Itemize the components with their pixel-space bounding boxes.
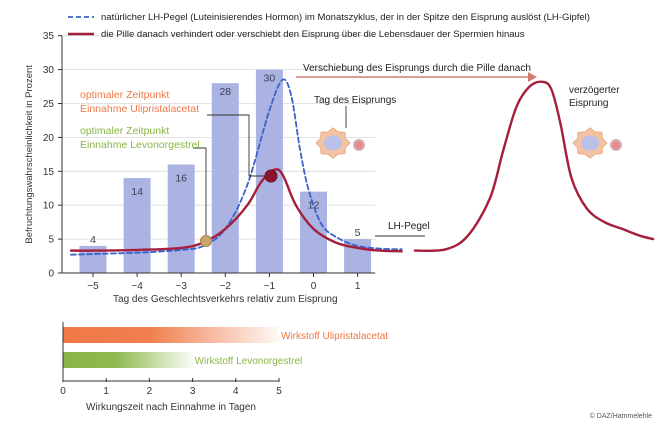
duration-x-tick-label: 0: [60, 386, 66, 397]
lh-level-label: LH-Pegel: [388, 221, 430, 232]
bar-value-label: 4: [90, 234, 96, 246]
x-tick-label: −1: [264, 281, 276, 292]
bar-value-label: 5: [355, 227, 361, 239]
x-tick-label: −2: [220, 281, 232, 292]
duration-x-tick-label: 1: [103, 386, 109, 397]
y-tick-label: 20: [43, 133, 55, 144]
x-axis-label: Tag des Geschlechtsverkehrs relativ zum …: [113, 294, 338, 305]
bar: [344, 239, 372, 273]
y-tick-label: 30: [43, 65, 55, 76]
y-axis-label: Befruchtungswahrscheinlichkeit in Prozen…: [24, 65, 35, 244]
ulipristal-marker: [264, 169, 278, 183]
bar: [167, 164, 195, 273]
lng-leader-line: [193, 147, 207, 235]
y-tick-label: 15: [43, 167, 55, 178]
levonorgestrel-marker: [200, 235, 212, 247]
duration-x-tick-label: 5: [276, 386, 282, 397]
delayed-ovulation-cell-illustration-core: [581, 135, 599, 151]
y-tick-label: 10: [43, 201, 55, 212]
shift-arrow-head: [528, 72, 537, 82]
upa-timing-label: optimaler Zeitpunkt: [80, 89, 169, 101]
bar-value-label: 30: [264, 73, 276, 85]
x-tick-label: −4: [131, 281, 143, 292]
x-tick-label: −3: [175, 281, 187, 292]
ovulation-cell-illustration-oocyte: [353, 139, 365, 151]
shift-annotation: Verschiebung des Eisprungs durch die Pil…: [303, 63, 531, 74]
duration-x-tick-label: 3: [190, 386, 196, 397]
delayed-ovulation-cell-illustration-oocyte: [610, 139, 622, 151]
lng-timing-label: Einnahme Levonorgestrel: [80, 139, 200, 151]
bar-value-label: 16: [175, 173, 187, 185]
bar: [123, 178, 151, 273]
bar-value-label: 14: [131, 186, 143, 198]
delayed-ovulation-label: Eisprung: [569, 98, 608, 109]
y-tick-label: 25: [43, 99, 55, 110]
duration-x-axis-label: Wirkungszeit nach Einnahme in Tagen: [86, 402, 256, 413]
upa-leader-line: [207, 114, 265, 177]
bar: [211, 83, 239, 273]
duration-bar: [63, 327, 279, 343]
upa-timing-label: Einnahme Ulipristalacetat: [80, 103, 199, 115]
delayed-ovulation-solid-line: [413, 80, 655, 253]
legend-entry: natürlicher LH-Pegel (Luteinisierendes H…: [101, 12, 590, 23]
lh-level-dashed-line: [70, 78, 403, 256]
duration-bar: [63, 352, 193, 368]
ovulation-day-label: Tag des Eisprungs: [314, 95, 396, 106]
y-tick-label: 0: [48, 269, 54, 280]
duration-x-tick-label: 2: [147, 386, 153, 397]
duration-bar-label: Wirkstoff Ulipristalacetat: [281, 331, 388, 342]
duration-bar-label: Wirkstoff Levonorgestrel: [195, 356, 303, 367]
y-tick-label: 5: [48, 235, 54, 246]
legend-entry: die Pille danach verhindert oder verschi…: [101, 29, 525, 40]
x-tick-label: −5: [87, 281, 99, 292]
ovulation-cell-illustration-core: [324, 135, 342, 151]
x-tick-label: 1: [355, 281, 361, 292]
x-tick-label: 0: [311, 281, 317, 292]
duration-x-tick-label: 4: [233, 386, 239, 397]
delayed-ovulation-label: verzögerter: [569, 85, 620, 96]
bar-value-label: 28: [219, 86, 231, 98]
credit-text: © DAZ/Hammelehle: [590, 412, 652, 420]
y-tick-label: 35: [43, 31, 55, 42]
lng-timing-label: optimaler Zeitpunkt: [80, 125, 169, 137]
